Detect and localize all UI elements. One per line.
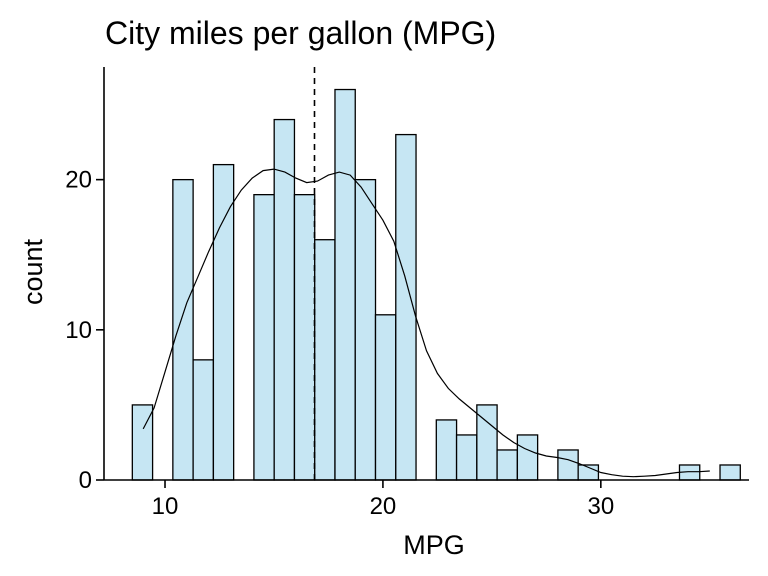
- histogram-bar: [172, 178, 194, 481]
- histogram-bar: [354, 178, 377, 481]
- histogram-bar: [516, 434, 539, 481]
- histogram-bar: [212, 163, 235, 481]
- histogram-bar: [435, 419, 458, 481]
- y-axis-label: count: [18, 238, 48, 305]
- x-tick-label: 20: [370, 493, 397, 520]
- histogram-bar: [314, 239, 336, 481]
- y-tick-label: 0: [79, 467, 92, 494]
- histogram-bar: [334, 88, 356, 481]
- histogram-bar: [496, 449, 519, 481]
- histogram-bar: [374, 314, 397, 481]
- histogram-bar: [273, 118, 296, 481]
- y-tick-label: 10: [65, 317, 92, 344]
- histogram-bar: [455, 434, 478, 481]
- density-curve: [142, 168, 710, 478]
- y-tick-label: 20: [65, 167, 92, 194]
- histogram-bar: [557, 449, 579, 481]
- histogram-bars: [131, 88, 741, 481]
- chart-title: City miles per gallon (MPG): [105, 15, 496, 51]
- histogram-bar: [293, 194, 316, 481]
- histogram-bar: [192, 359, 215, 481]
- x-tick-label: 30: [587, 493, 614, 520]
- y-axis-ticks: 0 10 20: [65, 167, 104, 494]
- x-tick-label: 10: [152, 493, 179, 520]
- x-axis-ticks: 10 20 30: [152, 480, 614, 520]
- histogram-bar: [253, 194, 275, 481]
- x-axis-label: MPG: [403, 530, 465, 560]
- histogram-bar: [719, 464, 741, 481]
